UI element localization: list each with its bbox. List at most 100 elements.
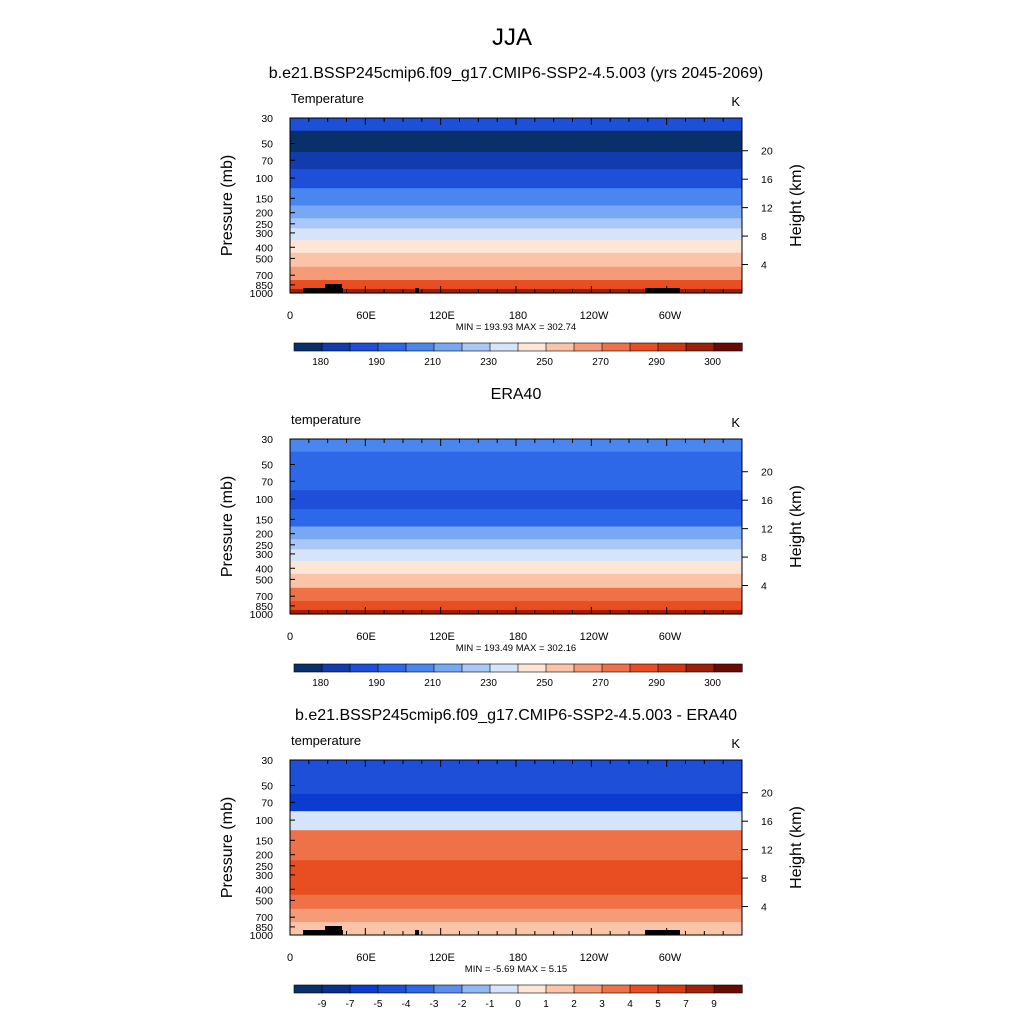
contour-band bbox=[290, 561, 742, 575]
colorbar-box bbox=[685, 984, 715, 994]
colorbar-box bbox=[657, 342, 687, 352]
colorbar-box bbox=[293, 984, 323, 994]
colorbar-label: -1 bbox=[486, 999, 495, 1010]
y-axis-label: Pressure (mb) bbox=[219, 476, 236, 577]
colorbar-label: 5 bbox=[655, 999, 661, 1010]
colorbar-label: 9 bbox=[711, 999, 717, 1010]
pressure-tick-label: 850 bbox=[255, 280, 273, 292]
pressure-tick-label: 150 bbox=[255, 835, 273, 847]
colorbar-box bbox=[517, 663, 547, 673]
colorbar-box bbox=[713, 984, 743, 994]
min-max-stats: MIN = -5.69 MAX = 5.15 bbox=[465, 964, 567, 975]
colorbar-box bbox=[293, 342, 323, 352]
colorbar-label: -2 bbox=[458, 999, 467, 1010]
colorbar-label: -5 bbox=[374, 999, 383, 1010]
contour-band bbox=[290, 587, 742, 602]
colorbar-box bbox=[629, 984, 659, 994]
lon-tick-label: 120E bbox=[429, 310, 455, 322]
height-tick-label: 16 bbox=[761, 174, 773, 186]
colorbar-label: 250 bbox=[536, 678, 553, 689]
colorbar-box bbox=[489, 984, 519, 994]
pressure-tick-label: 700 bbox=[255, 270, 273, 282]
contour-band bbox=[290, 205, 742, 219]
pressure-tick-label: 300 bbox=[255, 228, 273, 240]
colorbar-box bbox=[601, 984, 631, 994]
colorbar-box bbox=[517, 984, 547, 994]
colorbar-box bbox=[461, 984, 491, 994]
colorbar-label: 180 bbox=[312, 678, 329, 689]
lon-tick-label: 180 bbox=[509, 952, 527, 964]
variable-label: temperature bbox=[291, 412, 361, 427]
colorbar-box bbox=[377, 984, 407, 994]
colorbar-box bbox=[489, 342, 519, 352]
lon-tick-label: 180 bbox=[509, 310, 527, 322]
pressure-tick-label: 250 bbox=[255, 219, 273, 231]
units-label: K bbox=[731, 94, 740, 109]
contour-band bbox=[290, 526, 742, 540]
height-tick-label: 4 bbox=[761, 260, 767, 272]
min-max-stats: MIN = 193.49 MAX = 302.16 bbox=[456, 643, 576, 654]
colorbar-box bbox=[377, 663, 407, 673]
lon-tick-label: 120E bbox=[429, 952, 455, 964]
colorbar-box bbox=[321, 984, 351, 994]
lon-tick-label: 60E bbox=[356, 952, 376, 964]
colorbar-label: 230 bbox=[480, 678, 497, 689]
height-tick-label: 4 bbox=[761, 902, 767, 914]
contour-band bbox=[290, 188, 742, 207]
colorbar-box bbox=[601, 342, 631, 352]
colorbar-box bbox=[601, 663, 631, 673]
colorbar-box bbox=[349, 342, 379, 352]
contour-band bbox=[290, 601, 742, 611]
colorbar-label: 300 bbox=[704, 357, 721, 368]
colorbar-label: -4 bbox=[402, 999, 411, 1010]
pressure-tick-label: 30 bbox=[261, 755, 273, 767]
contour-band bbox=[290, 472, 742, 491]
pressure-tick-label: 70 bbox=[261, 155, 273, 167]
height-tick-label: 12 bbox=[761, 203, 773, 215]
lon-tick-label: 120W bbox=[580, 952, 609, 964]
lon-tick-label: 60W bbox=[659, 310, 682, 322]
colorbar-label: 210 bbox=[424, 357, 441, 368]
pressure-tick-label: 100 bbox=[255, 173, 273, 185]
colorbar-box bbox=[713, 663, 743, 673]
y2-axis-label: Height (km) bbox=[788, 806, 805, 889]
colorbar-box bbox=[629, 342, 659, 352]
contour-band bbox=[290, 240, 742, 254]
colorbar-label: 190 bbox=[368, 357, 385, 368]
main-title: JJA bbox=[492, 24, 532, 51]
pressure-tick-label: 100 bbox=[255, 494, 273, 506]
colorbar-box bbox=[405, 342, 435, 352]
colorbar-label: 190 bbox=[368, 678, 385, 689]
lon-tick-label: 120W bbox=[580, 631, 609, 643]
pressure-tick-label: 300 bbox=[255, 870, 273, 882]
height-tick-label: 12 bbox=[761, 845, 773, 857]
pressure-tick-label: 50 bbox=[261, 459, 273, 471]
colorbar-box bbox=[349, 663, 379, 673]
lon-tick-label: 60E bbox=[356, 631, 376, 643]
contour-band bbox=[290, 280, 742, 290]
colorbar-label: 270 bbox=[592, 357, 609, 368]
topography-mask bbox=[325, 284, 342, 293]
topography-mask bbox=[645, 288, 680, 293]
topography-mask bbox=[303, 930, 343, 935]
colorbar-label: 3 bbox=[599, 999, 605, 1010]
min-max-stats: MIN = 193.93 MAX = 302.74 bbox=[456, 322, 576, 333]
pressure-tick-label: 50 bbox=[261, 138, 273, 150]
contour-band bbox=[290, 549, 742, 562]
contour-band bbox=[290, 451, 742, 474]
pressure-tick-label: 500 bbox=[255, 895, 273, 907]
contour-band bbox=[290, 894, 742, 910]
height-tick-label: 20 bbox=[761, 467, 773, 479]
colorbar-label: 250 bbox=[536, 357, 553, 368]
colorbar-box bbox=[405, 663, 435, 673]
pressure-tick-label: 70 bbox=[261, 476, 273, 488]
contour-band bbox=[290, 266, 742, 281]
colorbar-label: 230 bbox=[480, 357, 497, 368]
pressure-tick-label: 100 bbox=[255, 815, 273, 827]
variable-label: temperature bbox=[291, 733, 361, 748]
contour-band bbox=[290, 169, 742, 189]
y-axis-label: Pressure (mb) bbox=[219, 797, 236, 898]
pressure-tick-label: 250 bbox=[255, 540, 273, 552]
